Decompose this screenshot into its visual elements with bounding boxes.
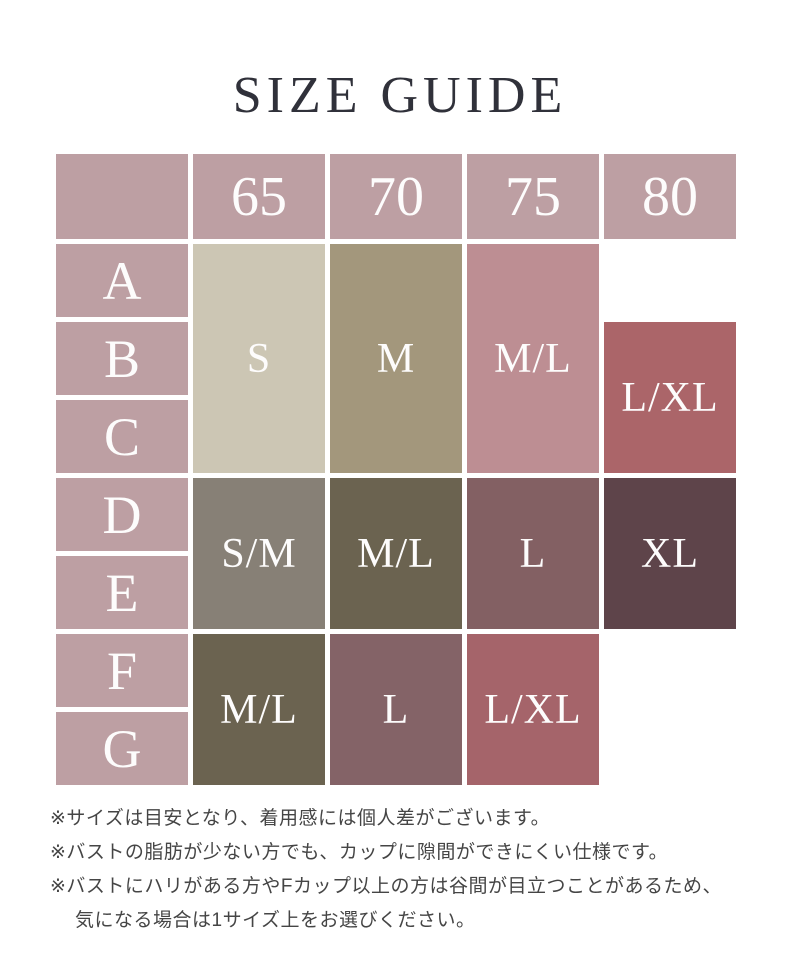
size-cell-80-DE: XL xyxy=(604,478,736,629)
row-header-C: C xyxy=(56,400,188,473)
row-header-A: A xyxy=(56,244,188,317)
size-notes: ※サイズは目安となり、着用感には個人差がございます。 ※バストの脂肪が少ない方で… xyxy=(50,808,800,931)
size-cell-75-FG: L/XL xyxy=(467,634,599,785)
empty-cell-80-FG xyxy=(604,634,736,785)
size-cell-70-DE: M/L xyxy=(330,478,462,629)
empty-cell-80-A xyxy=(604,244,736,317)
size-cell-80-BC: L/XL xyxy=(604,322,736,473)
row-header-E: E xyxy=(56,556,188,629)
column-header-row: 65 70 75 80 xyxy=(56,154,736,239)
row-A: A S M M/L xyxy=(56,244,736,473)
row-header-B: B xyxy=(56,322,188,395)
column-header-70: 70 xyxy=(330,154,462,239)
row-C: C xyxy=(56,400,736,473)
column-header-65: 65 xyxy=(193,154,325,239)
size-guide-table: 65 70 75 80 A S M M/L B L/XL C D S/M M/L… xyxy=(51,149,741,790)
note-line-4: 気になる場合は1サイズ上をお選びください。 xyxy=(75,910,476,931)
note-line-1: ※サイズは目安となり、着用感には個人差がございます。 xyxy=(50,808,551,829)
table-corner-cell xyxy=(56,154,188,239)
column-header-80: 80 xyxy=(604,154,736,239)
size-cell-75-DE: L xyxy=(467,478,599,629)
page-title: SIZE GUIDE xyxy=(232,67,568,124)
size-cell-70-ABC: M xyxy=(330,244,462,473)
row-F: F M/L L L/XL xyxy=(56,634,736,785)
row-header-D: D xyxy=(56,478,188,551)
size-cell-75-ABC: M/L xyxy=(467,244,599,473)
row-B: B L/XL xyxy=(56,322,736,473)
row-header-G: G xyxy=(56,712,188,785)
note-line-3: ※バストにハリがある方やFカップ以上の方は谷間が目立つことがあるため、 xyxy=(50,876,723,897)
column-header-75: 75 xyxy=(467,154,599,239)
row-header-F: F xyxy=(56,634,188,707)
size-cell-65-FG: M/L xyxy=(193,634,325,785)
size-cell-70-FG: L xyxy=(330,634,462,785)
size-cell-65-DE: S/M xyxy=(193,478,325,629)
row-D: D S/M M/L L XL xyxy=(56,478,736,629)
row-G: G xyxy=(56,712,736,785)
note-line-2: ※バストの脂肪が少ない方でも、カップに隙間ができにくい仕様です。 xyxy=(50,842,669,863)
size-cell-65-ABC: S xyxy=(193,244,325,473)
row-E: E xyxy=(56,556,736,629)
